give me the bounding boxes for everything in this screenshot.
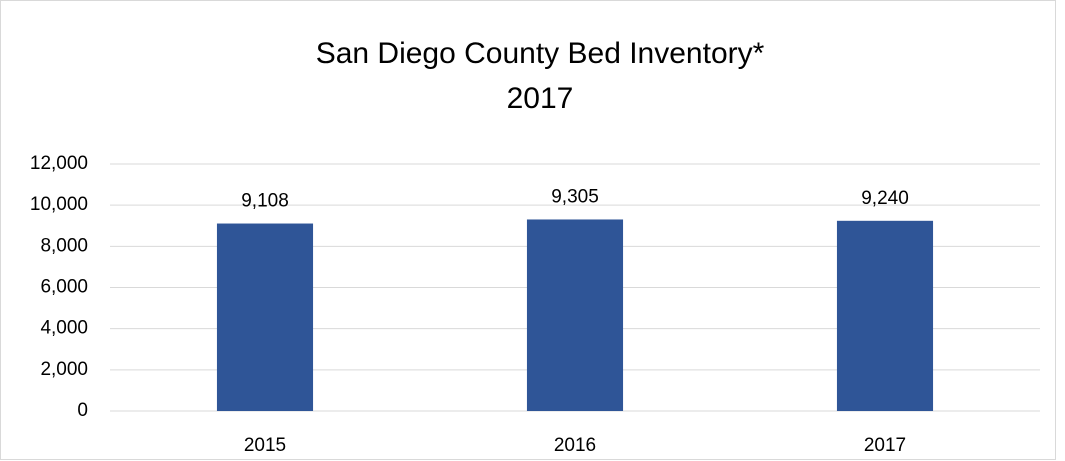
bar xyxy=(836,220,934,411)
y-tick-label: 0 xyxy=(77,400,88,421)
chart-subtitle: 2017 xyxy=(507,82,574,115)
x-tick-label: 2015 xyxy=(244,435,286,456)
data-label: 9,108 xyxy=(241,191,289,212)
chart-title: San Diego County Bed Inventory* xyxy=(316,37,765,70)
x-tick-label: 2016 xyxy=(554,435,596,456)
bar xyxy=(526,219,624,411)
y-tick-label: 8,000 xyxy=(40,235,88,256)
y-tick-label: 10,000 xyxy=(30,194,88,215)
x-tick-label: 2017 xyxy=(864,435,906,456)
y-tick-label: 6,000 xyxy=(40,277,88,298)
y-tick-label: 4,000 xyxy=(40,318,88,339)
bar xyxy=(216,223,314,411)
data-label: 9,305 xyxy=(551,186,599,207)
y-tick-label: 2,000 xyxy=(40,359,88,380)
y-tick-label: 12,000 xyxy=(30,153,88,174)
data-label: 9,240 xyxy=(861,188,909,209)
